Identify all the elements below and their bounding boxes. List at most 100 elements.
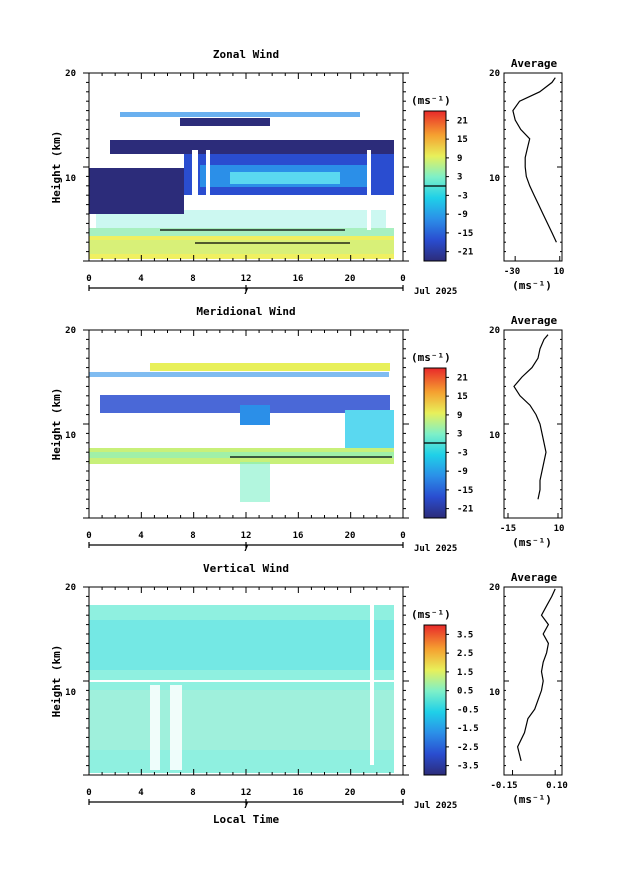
vertical-ytick-20: 20 (65, 583, 76, 593)
meridional-band-mid-2 (89, 452, 394, 458)
vertical-xtick-12: 12 (241, 788, 252, 798)
meridional-axes (83, 329, 409, 548)
zonal-profile-frame (503, 72, 563, 262)
cb-tick-label: -21 (457, 248, 473, 258)
vertical-xlabel: Local Time (213, 813, 280, 826)
vertical-profile-xtick-b: 0.10 (546, 781, 568, 791)
cb-tick-label: -1.5 (457, 724, 479, 734)
meridional-xtick-24: 0 (400, 531, 405, 541)
meridional-title: Meridional Wind (196, 305, 295, 318)
vertical-xtick-8: 8 (190, 788, 195, 798)
vertical-profile-ytick-20: 20 (489, 583, 500, 593)
cb-tick-label: -0.5 (457, 705, 479, 715)
zonal-cb-unit: (ms⁻¹) (411, 94, 451, 107)
cb-tick-label: -21 (457, 505, 473, 515)
zonal-profile-ytick-20: 20 (489, 69, 500, 79)
zonal-xtick-4: 4 (138, 274, 144, 284)
meridional-ytick-20: 20 (65, 326, 76, 336)
vertical-gap-1 (150, 685, 160, 770)
vertical-title: Vertical Wind (203, 562, 289, 575)
vertical-profile-xlabel: (ms⁻¹) (512, 793, 552, 806)
vertical-ylabel: Height (km) (50, 645, 63, 718)
zonal-profile-xlabel: (ms⁻¹) (512, 279, 552, 292)
vertical-date-day: 7 (243, 801, 248, 811)
meridional-top-band (150, 363, 390, 371)
cb-tick-label: 3 (457, 173, 462, 183)
cb-tick-label: -3.5 (457, 762, 479, 772)
vertical-cb-unit: (ms⁻¹) (411, 608, 451, 621)
zonal-top-edge (120, 112, 360, 117)
zonal-band-mid-light (96, 210, 386, 228)
cb-tick-label: 21 (457, 373, 468, 383)
meridional-mid-patch (240, 405, 270, 425)
zonal-gap-2 (206, 150, 210, 210)
vertical-profile-axes (504, 586, 562, 776)
cb-tick-label: 15 (457, 392, 468, 402)
zonal-xtick-20: 20 (345, 274, 356, 284)
vertical-colorbar (423, 624, 447, 776)
cb-tick-label: 9 (457, 411, 462, 421)
vertical-no-data (394, 587, 403, 775)
meridional-profile-xtick-b: 10 (554, 524, 565, 534)
cb-tick-label: 3 (457, 430, 462, 440)
cb-tick-label: -2.5 (457, 743, 479, 753)
meridional-panel: Meridional Wind Height (km) 20 10 0 4 8 … (50, 305, 564, 554)
vertical-cb-ticks: 3.5 2.5 1.5 0.5 -0.5 -1.5 -2.5 -3.5 (446, 630, 479, 772)
zonal-no-data (394, 73, 403, 261)
meridional-profile-xlabel: (ms⁻¹) (512, 536, 552, 549)
zonal-profile-xtick-a: -30 (504, 267, 520, 277)
cb-tick-label: -9 (457, 210, 468, 220)
meridional-profile-axes (504, 329, 562, 519)
vertical-ytick-10: 10 (65, 688, 76, 698)
zonal-top-dark (180, 118, 270, 126)
zonal-profile-ytick-10: 10 (489, 174, 500, 184)
zonal-xtick-12: 12 (241, 274, 252, 284)
zonal-panel: Zonal Wind Height (km) 20 10 0 4 8 (50, 48, 564, 297)
meridional-xtick-12: 12 (241, 531, 252, 541)
meridional-cb-unit: (ms⁻¹) (411, 351, 451, 364)
cb-tick-label: 2.5 (457, 649, 473, 659)
zonal-ytick-20: 20 (65, 69, 76, 79)
cb-tick-label: 0.5 (457, 687, 473, 697)
meridional-cb-ticks: 21 15 9 3 -3 -9 -15 -21 (446, 373, 473, 515)
cb-tick-label: -15 (457, 229, 473, 239)
vertical-gap-line (89, 680, 394, 682)
zonal-ytick-10: 10 (65, 174, 76, 184)
vertical-profile-title: Average (511, 571, 558, 584)
meridional-xtick-0: 0 (86, 531, 91, 541)
zonal-xtick-0: 0 (86, 274, 91, 284)
cb-tick-label: -3 (457, 191, 468, 201)
meridional-profile-xtick-a: -15 (500, 524, 516, 534)
vertical-profile-frame (503, 586, 563, 776)
cb-tick-label: 3.5 (457, 630, 473, 640)
vertical-xtick-16: 16 (293, 788, 304, 798)
meridional-profile-frame (503, 329, 563, 519)
meridional-profile-ytick-10: 10 (489, 431, 500, 441)
vertical-xtick-24: 0 (400, 788, 405, 798)
vertical-profile-line (516, 588, 556, 762)
vertical-date-label: Jul 2025 (414, 801, 457, 811)
meridional-profile-title: Average (511, 314, 558, 327)
meridional-no-data (394, 330, 403, 518)
cb-tick-label: -9 (457, 467, 468, 477)
meridional-low-patch (240, 462, 270, 502)
cb-tick-label: 15 (457, 135, 468, 145)
zonal-jet-center (230, 172, 340, 184)
vertical-xtick-0: 0 (86, 788, 91, 798)
cb-tick-label: 1.5 (457, 668, 473, 678)
meridional-xtick-8: 8 (190, 531, 195, 541)
meridional-date-day: 7 (243, 544, 248, 554)
vertical-xtick-4: 4 (138, 788, 144, 798)
zonal-date-label: Jul 2025 (414, 287, 457, 297)
vertical-axes (83, 586, 409, 805)
vertical-gap-2 (170, 685, 182, 770)
vertical-profile-ytick-10: 10 (489, 688, 500, 698)
meridional-date-label: Jul 2025 (414, 544, 457, 554)
zonal-gap-3 (367, 150, 371, 230)
zonal-cb-ticks: 21 15 9 3 -3 -9 -15 -21 (446, 116, 473, 258)
vertical-field-upper (89, 620, 394, 670)
zonal-band-low-2 (89, 240, 394, 254)
vertical-field-lower (89, 690, 394, 750)
zonal-heatmap (89, 73, 403, 261)
